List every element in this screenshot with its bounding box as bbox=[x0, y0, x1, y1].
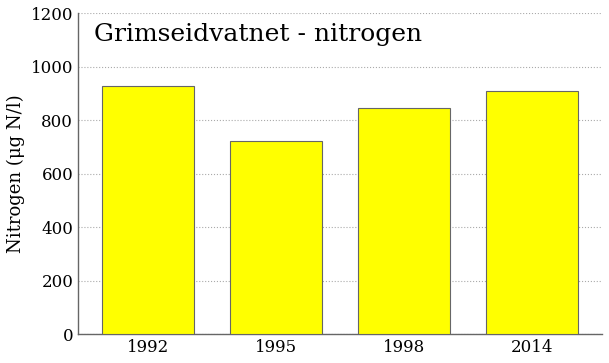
Text: 3: 3 bbox=[139, 293, 157, 321]
Text: Grimseidvatnet - nitrogen: Grimseidvatnet - nitrogen bbox=[94, 23, 422, 46]
Text: 6: 6 bbox=[267, 293, 285, 321]
Bar bbox=[486, 91, 578, 334]
Bar bbox=[230, 141, 322, 334]
Text: 6: 6 bbox=[395, 293, 413, 321]
Bar bbox=[102, 86, 194, 334]
Bar bbox=[358, 107, 450, 334]
Text: 6: 6 bbox=[523, 293, 541, 321]
Y-axis label: Nitrogen (μg N/l): Nitrogen (μg N/l) bbox=[7, 94, 25, 253]
